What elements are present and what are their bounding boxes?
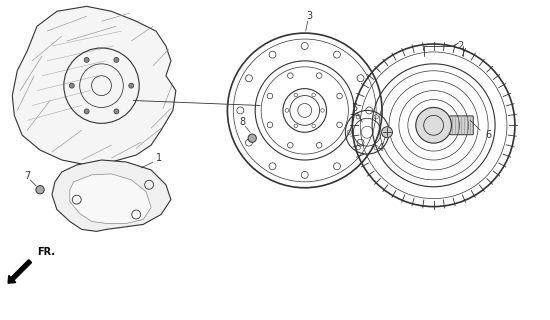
Circle shape [114,57,119,62]
Circle shape [84,57,89,62]
Circle shape [333,51,340,58]
FancyBboxPatch shape [449,116,473,135]
Polygon shape [52,160,171,231]
Circle shape [269,163,276,170]
FancyArrow shape [8,260,31,283]
Text: FR.: FR. [37,247,55,257]
Circle shape [114,109,119,114]
Circle shape [269,51,276,58]
Text: 3: 3 [307,11,313,21]
Circle shape [316,73,322,78]
Circle shape [69,83,74,88]
Text: 8: 8 [239,117,245,127]
Circle shape [237,107,244,114]
Circle shape [316,142,322,148]
Circle shape [301,172,308,178]
Circle shape [245,75,252,82]
Circle shape [36,186,44,194]
Circle shape [288,142,293,148]
Circle shape [333,163,340,170]
Polygon shape [70,174,151,223]
Circle shape [337,122,342,128]
Circle shape [288,73,293,78]
Text: 5: 5 [351,103,358,114]
Circle shape [366,107,373,114]
Circle shape [357,75,364,82]
Polygon shape [12,6,176,165]
Text: 4: 4 [378,143,384,153]
Circle shape [129,83,134,88]
Text: 6: 6 [485,130,491,140]
Circle shape [248,134,256,142]
Circle shape [382,127,393,138]
Text: 2: 2 [457,41,464,51]
Text: 7: 7 [24,171,30,181]
Circle shape [301,43,308,50]
Circle shape [267,122,273,128]
Circle shape [337,93,342,99]
Circle shape [357,139,364,146]
Circle shape [245,139,252,146]
Text: 1: 1 [156,153,162,163]
Circle shape [267,93,273,99]
Circle shape [416,108,452,143]
Circle shape [84,109,89,114]
